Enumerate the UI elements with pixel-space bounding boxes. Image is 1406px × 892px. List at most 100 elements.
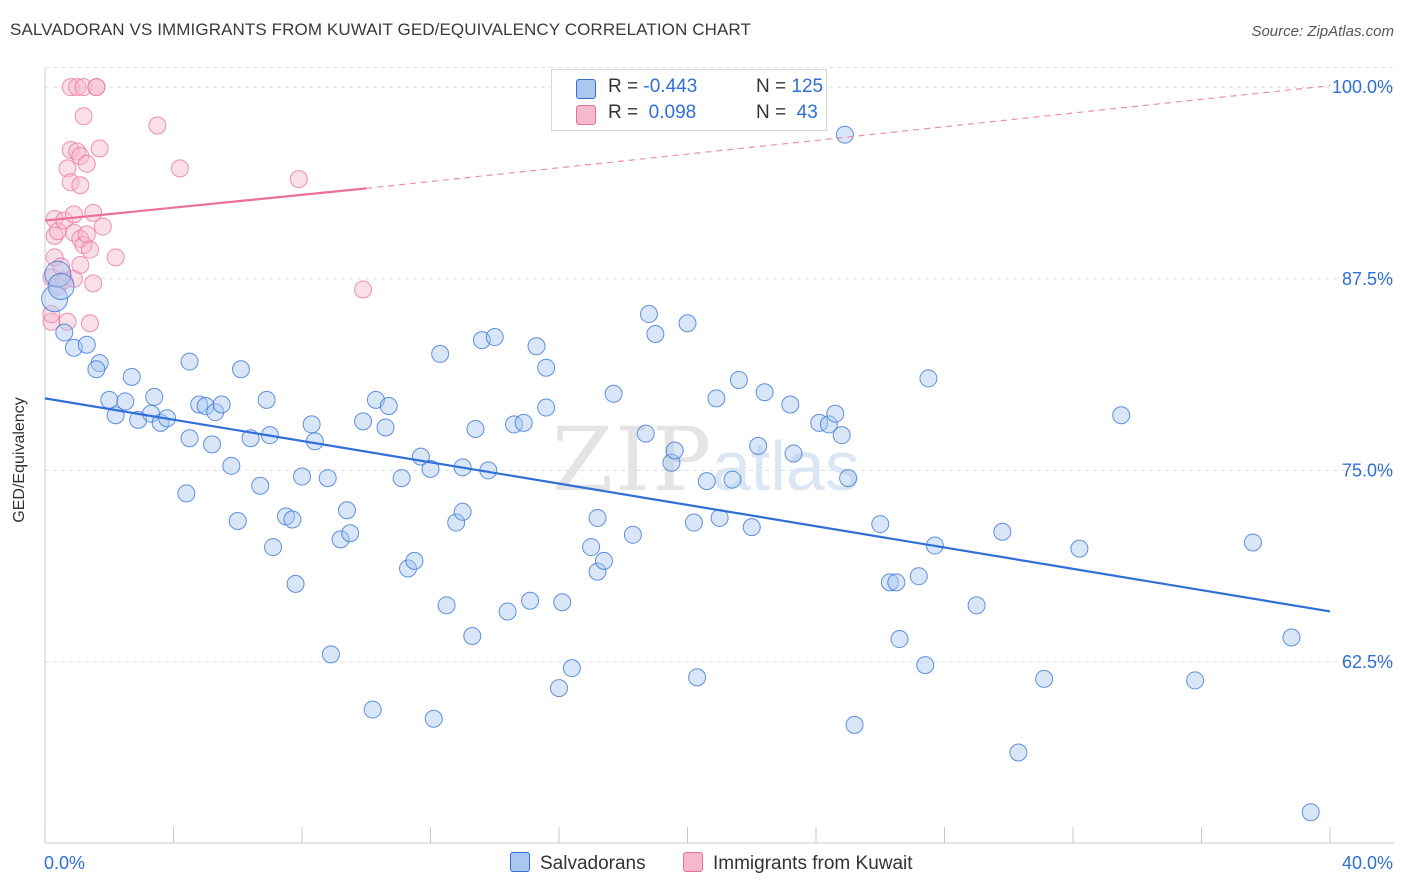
bottom-legend-swatch-pink	[683, 852, 703, 872]
salvadoran-trend-line	[44, 397, 1331, 613]
salvadoran-point	[646, 324, 665, 343]
salvadoran-point	[594, 551, 613, 570]
salvadoran-point	[1035, 669, 1054, 688]
legend-swatch-pink	[576, 105, 596, 125]
salvadoran-point	[835, 125, 854, 144]
kuwait-point	[74, 107, 93, 126]
kuwait-point	[71, 255, 90, 274]
salvadoran-point	[553, 593, 572, 612]
salvadoran-point	[521, 591, 540, 610]
salvadoran-point	[697, 472, 716, 491]
salvadoran-point	[537, 398, 556, 417]
salvadoran-point	[636, 424, 655, 443]
salvadoran-point	[212, 395, 231, 414]
salvadoran-point	[1282, 628, 1301, 647]
salvadoran-point	[286, 574, 305, 593]
kuwait-point	[58, 159, 77, 178]
salvadoran-point	[41, 285, 69, 313]
kuwait-point	[74, 236, 93, 255]
kuwait-point	[61, 173, 80, 192]
salvadoran-point	[257, 390, 276, 409]
legend-n-salvadorans: N = 125	[756, 76, 824, 97]
salvadoran-point	[354, 412, 373, 431]
salvadoran-point	[623, 525, 642, 544]
salvadoran-point	[116, 392, 135, 411]
legend-n-kuwait: N = 43	[756, 102, 818, 123]
kuwait-point	[93, 217, 112, 236]
bottom-legend-salvadorans: Salvadorans	[510, 852, 646, 875]
salvadoran-point	[1070, 539, 1089, 558]
salvadoran-point	[447, 513, 466, 532]
salvadoran-point	[588, 562, 607, 581]
y-tick-label: 75.0%	[1342, 460, 1393, 480]
chart-source: Source: ZipAtlas.com	[1251, 23, 1394, 40]
salvadoran-point	[231, 360, 250, 379]
y-tick-label: 87.5%	[1342, 269, 1393, 289]
salvadoran-point	[47, 272, 75, 300]
salvadoran-point	[887, 573, 906, 592]
salvadoran-point	[379, 397, 398, 416]
salvadoran-point	[100, 390, 119, 409]
salvadoran-point	[678, 314, 697, 333]
salvadoran-point	[723, 470, 742, 489]
bottom-legend-kuwait: Immigrants from Kuwait	[683, 852, 913, 875]
salvadoran-point	[122, 367, 141, 386]
kuwait-point	[71, 176, 90, 195]
trend-lines	[44, 85, 1331, 613]
salvadoran-point	[485, 328, 504, 347]
kuwait-point	[77, 154, 96, 173]
salvadoran-point	[431, 344, 450, 363]
salvadoran-point	[749, 436, 768, 455]
kuwait-point	[354, 280, 373, 299]
y-tick-label: 100.0%	[1332, 77, 1393, 97]
salvadoran-point	[302, 415, 321, 434]
salvadoran-point	[318, 469, 337, 488]
salvadoran-point	[498, 602, 517, 621]
kuwait-trend-extension	[366, 85, 1331, 189]
salvadoran-point	[331, 530, 350, 549]
chart-title: SALVADORAN VS IMMIGRANTS FROM KUWAIT GED…	[10, 20, 751, 39]
kuwait-point	[71, 147, 90, 166]
salvadoran-point	[639, 305, 658, 324]
salvadoran-point	[967, 596, 986, 615]
salvadoran-point	[819, 415, 838, 434]
kuwait-point	[77, 225, 96, 244]
salvadoran-point	[1009, 743, 1028, 762]
salvadoran-point	[228, 512, 247, 531]
salvadoran-point	[206, 403, 225, 422]
bottom-legend-swatch-blue	[510, 852, 530, 872]
kuwait-point	[64, 205, 83, 224]
salvadoran-point	[145, 387, 164, 406]
salvadoran-point	[755, 383, 774, 402]
kuwait-trend-line	[44, 187, 367, 222]
salvadoran-point	[463, 626, 482, 645]
kuwait-point	[106, 248, 125, 267]
salvadoran-point	[919, 369, 938, 388]
kuwait-point	[52, 257, 71, 276]
salvadoran-point	[688, 668, 707, 687]
salvadoran-point	[203, 435, 222, 454]
kuwait-point	[61, 141, 80, 160]
salvadoran-point	[177, 484, 196, 503]
kuwait-point	[84, 274, 103, 293]
salvadoran-point	[684, 513, 703, 532]
kuwait-point	[148, 116, 167, 135]
kuwait-point	[48, 222, 67, 241]
salvadoran-point	[293, 467, 311, 486]
kuwait-point	[42, 312, 61, 331]
x-tick-label: 0.0%	[44, 853, 85, 873]
salvadoran-point	[880, 573, 899, 592]
salvadoran-point	[845, 715, 864, 734]
salvadoran-point	[1301, 803, 1320, 822]
salvadoran-point	[251, 476, 270, 495]
kuwait-point	[74, 78, 93, 97]
salvadoran-point	[392, 469, 411, 488]
kuwait-point	[170, 159, 189, 178]
salvadoran-point	[588, 508, 607, 527]
salvadoran-point	[190, 395, 209, 414]
salvadoran-point	[707, 389, 726, 408]
kuwait-point	[61, 78, 80, 97]
tick-labels: 62.5% 75.0% 87.5% 100.0% 0.0% 40.0%	[44, 77, 1393, 873]
kuwait-points	[42, 78, 373, 333]
